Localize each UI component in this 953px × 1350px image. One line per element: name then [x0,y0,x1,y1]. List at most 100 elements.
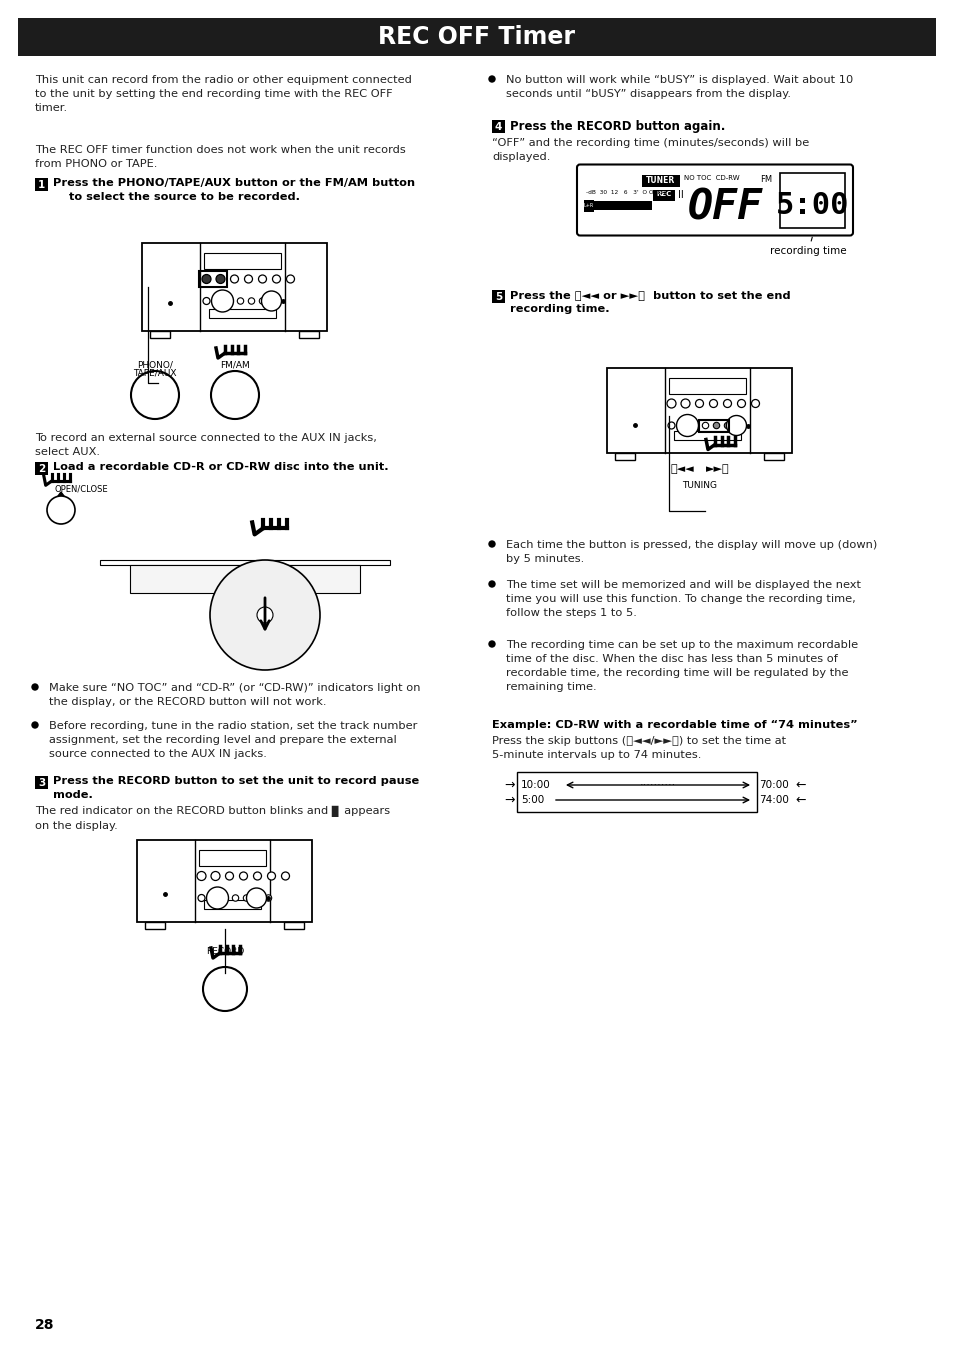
Bar [146,922,165,929]
Circle shape [211,371,258,418]
Circle shape [215,274,225,284]
Text: 70:00: 70:00 [759,780,788,790]
Text: 2: 2 [38,463,45,474]
Text: 3: 3 [38,778,45,787]
Circle shape [676,414,698,436]
Text: “OFF” and the recording time (minutes/seconds) will be
displayed.: “OFF” and the recording time (minutes/se… [492,138,808,162]
Circle shape [695,400,702,408]
Text: Load a recordable CD-R or CD-RW disc into the unit.: Load a recordable CD-R or CD-RW disc int… [53,462,388,472]
Text: TUNER: TUNER [646,176,675,185]
Bar [137,840,313,922]
Circle shape [237,298,243,304]
Circle shape [225,872,233,880]
Circle shape [211,872,220,880]
Bar [204,252,281,269]
Text: FM/AM: FM/AM [220,360,250,369]
Text: →: → [504,794,515,806]
Bar [763,452,783,459]
Circle shape [32,684,38,690]
Bar [151,331,171,338]
Circle shape [666,400,676,408]
Text: RECORD: RECORD [206,946,244,956]
FancyBboxPatch shape [577,165,852,235]
Text: Press the RECORD button to set the unit to record pause: Press the RECORD button to set the unit … [53,776,418,786]
Circle shape [32,722,38,728]
Text: TUNING: TUNING [681,481,717,490]
Bar [674,431,740,440]
Circle shape [723,423,730,429]
Circle shape [198,895,205,902]
Circle shape [203,967,247,1011]
Text: Example: CD-RW with a recordable time of “74 minutes”: Example: CD-RW with a recordable time of… [492,720,857,730]
Circle shape [258,275,266,284]
Bar [210,309,276,319]
Bar [35,178,48,190]
Circle shape [246,888,266,909]
Text: L+R: L+R [583,202,594,208]
Circle shape [281,872,289,880]
Text: REC: REC [656,192,671,197]
Circle shape [489,580,495,587]
Circle shape [709,400,717,408]
Circle shape [233,895,238,902]
Bar [35,462,48,475]
Text: ←: ← [794,779,804,791]
Circle shape [131,371,179,418]
Circle shape [256,608,273,622]
Text: Each time the button is pressed, the display will move up (down)
by 5 minutes.: Each time the button is pressed, the dis… [505,540,877,564]
Circle shape [206,887,229,909]
Circle shape [253,872,261,880]
Circle shape [254,895,260,902]
Text: The time set will be memorized and will be displayed the next
time you will use : The time set will be memorized and will … [505,580,861,618]
Bar [100,560,390,566]
Text: Press the skip buttons (⏮◄◄/►►⏭) to set the time at
5-minute intervals up to 74 : Press the skip buttons (⏮◄◄/►►⏭) to set … [492,736,785,760]
Bar [641,174,679,186]
Circle shape [243,895,250,902]
Text: II: II [678,189,683,200]
Text: 5: 5 [495,292,501,301]
Text: recording time.: recording time. [510,304,609,315]
Text: recording time: recording time [769,238,845,256]
Circle shape [231,275,238,284]
Bar [699,420,729,432]
Circle shape [680,400,689,408]
Bar [142,243,327,331]
Circle shape [259,298,266,304]
Circle shape [713,423,719,429]
Text: OFF: OFF [687,188,761,230]
Circle shape [489,541,495,547]
Bar [652,189,675,201]
Text: ►►⏭: ►►⏭ [705,464,729,474]
Circle shape [286,275,294,284]
Circle shape [244,275,253,284]
Text: →: → [504,779,515,791]
Circle shape [489,76,495,82]
Circle shape [203,297,210,305]
Circle shape [751,400,759,408]
Text: Make sure “NO TOC” and “CD-R” (or “CD-RW)” indicators light on
the display, or t: Make sure “NO TOC” and “CD-R” (or “CD-RW… [49,683,420,707]
Text: Press the RECORD button again.: Press the RECORD button again. [510,120,724,134]
Text: TAPE/AUX: TAPE/AUX [133,369,176,378]
Text: The recording time can be set up to the maximum recordable
time of the disc. Whe: The recording time can be set up to the … [505,640,858,693]
Bar [199,850,266,865]
Circle shape [267,872,275,880]
Circle shape [737,400,744,408]
Bar [204,900,261,909]
Circle shape [212,290,233,312]
Circle shape [47,495,75,524]
Text: No button will work while “bUSY” is displayed. Wait about 10
seconds until “bUSY: No button will work while “bUSY” is disp… [505,76,852,99]
Text: 1: 1 [38,180,45,189]
Circle shape [248,298,254,304]
Bar [35,776,48,788]
Text: Before recording, tune in the radio station, set the track number
assignment, se: Before recording, tune in the radio stat… [49,721,417,759]
Text: 5:00: 5:00 [776,190,849,220]
Bar [18,18,935,55]
Text: FM: FM [760,176,771,185]
Text: OPEN/CLOSE: OPEN/CLOSE [55,485,109,494]
Bar [199,271,227,288]
Text: 4: 4 [495,122,501,131]
Bar [607,367,792,452]
Text: PHONO/: PHONO/ [137,360,172,369]
Bar [130,566,359,593]
Circle shape [726,416,745,436]
